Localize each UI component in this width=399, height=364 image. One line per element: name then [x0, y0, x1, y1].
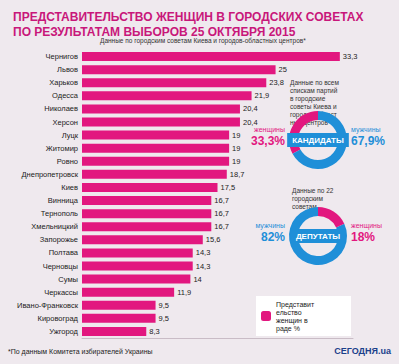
svg-text:9,5: 9,5 — [159, 314, 169, 323]
svg-text:Ивано-Франковск: Ивано-Франковск — [17, 301, 79, 310]
svg-text:мужчины: мужчины — [351, 126, 381, 134]
svg-text:советам: советам — [292, 202, 317, 210]
svg-text:17,5: 17,5 — [221, 183, 236, 192]
svg-text:14: 14 — [193, 275, 201, 284]
svg-text:Днепропетровск: Днепропетровск — [22, 170, 79, 179]
svg-text:в городские: в городские — [290, 95, 327, 103]
svg-text:19: 19 — [232, 131, 240, 140]
svg-text:Ужгород: Ужгород — [49, 327, 78, 336]
svg-text:18,7: 18,7 — [230, 170, 245, 179]
svg-text:ПО РЕЗУЛЬТАТАМ ВЫБОРОВ 25 ОКТЯ: ПО РЕЗУЛЬТАТАМ ВЫБОРОВ 25 ОКТЯБРЯ 2015 — [13, 25, 296, 39]
svg-text:11,9: 11,9 — [177, 288, 191, 297]
svg-text:Киев: Киев — [61, 183, 78, 192]
svg-text:женщины: женщины — [254, 126, 285, 134]
svg-text:8,3: 8,3 — [149, 327, 159, 336]
svg-text:82%: 82% — [261, 230, 285, 244]
svg-text:14,3: 14,3 — [196, 262, 211, 271]
svg-text:советы Киева и: советы Киева и — [290, 103, 338, 110]
svg-text:Сумы: Сумы — [58, 275, 78, 284]
svg-text:Винница: Винница — [48, 196, 79, 205]
svg-text:Черкассы: Черкассы — [44, 288, 78, 297]
svg-text:20,4: 20,4 — [243, 104, 258, 113]
svg-text:Запорожье: Запорожье — [40, 235, 78, 244]
svg-text:14,3: 14,3 — [196, 248, 211, 257]
svg-text:раде %: раде % — [276, 325, 300, 333]
svg-text:18%: 18% — [351, 230, 375, 244]
svg-text:Львов: Львов — [57, 65, 78, 74]
svg-text:Полтава: Полтава — [49, 248, 79, 257]
svg-text:16,7: 16,7 — [214, 196, 229, 205]
svg-text:Данные по всем: Данные по всем — [290, 79, 341, 87]
svg-text:33,3: 33,3 — [343, 52, 358, 61]
svg-text:ПРЕДСТАВИТЕЛЬСТВО ЖЕНЩИН В ГОР: ПРЕДСТАВИТЕЛЬСТВО ЖЕНЩИН В ГОРОДСКИХ СОВ… — [13, 10, 363, 24]
svg-text:16,7: 16,7 — [214, 209, 229, 218]
svg-text:Чернигов: Чернигов — [46, 52, 78, 61]
svg-text:9,5: 9,5 — [159, 301, 169, 310]
svg-text:КАНДИДАТЫ: КАНДИДАТЫ — [292, 136, 344, 145]
svg-text:Данные по городским советам Ки: Данные по городским советам Киева и горо… — [100, 37, 306, 44]
svg-text:Тернополь: Тернополь — [41, 209, 78, 218]
svg-text:16,7: 16,7 — [214, 222, 229, 231]
svg-text:21,9: 21,9 — [255, 91, 270, 100]
svg-text:Кировоград: Кировоград — [38, 314, 79, 323]
svg-text:Харьков: Харьков — [49, 78, 78, 87]
svg-text:Николаев: Николаев — [44, 104, 78, 113]
svg-text:33,3%: 33,3% — [251, 134, 285, 148]
svg-text:ДЕПУТАТЫ: ДЕПУТАТЫ — [296, 232, 340, 241]
svg-text:19: 19 — [232, 144, 240, 153]
svg-text:женщин в: женщин в — [276, 317, 310, 325]
svg-text:Одесса: Одесса — [52, 91, 79, 100]
svg-text:23,8: 23,8 — [269, 78, 284, 87]
svg-text:25: 25 — [279, 65, 287, 74]
svg-text:Житомир: Житомир — [46, 144, 78, 153]
svg-text:СЕГОДНЯ.ua: СЕГОДНЯ.ua — [334, 346, 392, 356]
svg-text:спискам партий: спискам партий — [290, 87, 339, 95]
svg-text:женщины: женщины — [351, 222, 382, 230]
svg-text:20,4: 20,4 — [243, 118, 258, 127]
svg-text:городским: городским — [292, 195, 325, 203]
svg-text:Данные по 22: Данные по 22 — [292, 187, 335, 195]
svg-text:Черновцы: Черновцы — [43, 262, 78, 271]
svg-text:15,6: 15,6 — [206, 235, 221, 244]
svg-text:ельство: ельство — [276, 309, 304, 316]
svg-text:Хмельницкий: Хмельницкий — [31, 222, 78, 231]
svg-text:Представит: Представит — [276, 301, 315, 309]
svg-text:мужчины: мужчины — [255, 222, 285, 230]
svg-text:19: 19 — [232, 157, 240, 166]
svg-text:*По данным Комитета избирателе: *По данным Комитета избирателей Украины — [8, 348, 153, 356]
svg-text:Ровно: Ровно — [57, 157, 78, 166]
svg-text:Луцк: Луцк — [62, 131, 79, 140]
svg-text:Херсон: Херсон — [53, 118, 79, 127]
svg-text:67,9%: 67,9% — [351, 134, 385, 148]
